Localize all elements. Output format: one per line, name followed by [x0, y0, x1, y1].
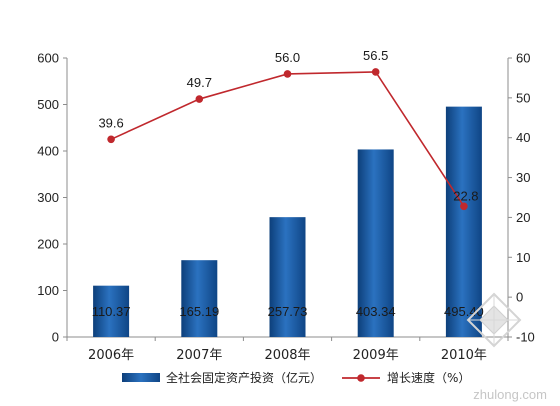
x-category-label: 2009年: [353, 348, 399, 363]
right-y-tick-label: 0: [516, 290, 523, 305]
growth-rate-point-2008: [283, 70, 292, 78]
bar-2009: [357, 149, 394, 337]
right-y-tick-label: 60: [516, 51, 530, 66]
data-labels-group: 110.37 165.19 257.73 403.34 495.4039.649.756…: [92, 48, 484, 319]
legend-bar-label: 全社会固定资产投资（亿元）: [166, 370, 322, 385]
bar-2006: [93, 285, 130, 337]
x-category-label: 2007年: [176, 348, 222, 363]
bar-value-label: 110.37: [92, 304, 131, 319]
right-y-tick-label: 40: [516, 130, 530, 145]
bar-value-label: 257.73: [268, 304, 308, 319]
growth-rate-value-label: 56.5: [363, 48, 388, 63]
watermark-logo-icon: [466, 292, 522, 348]
bar-2010: [445, 106, 482, 337]
bars-group: [93, 106, 482, 337]
left-y-tick-label: 400: [37, 144, 59, 159]
left-y-tick-label: 200: [37, 237, 59, 252]
bar-2008: [269, 217, 306, 337]
growth-rate-line: [110, 71, 465, 207]
left-y-tick-label: 100: [37, 283, 59, 298]
right-y-tick-label: 20: [516, 210, 530, 225]
right-y-tick-label: 30: [516, 170, 530, 185]
right-y-tick-label: 10: [516, 250, 530, 265]
watermark: zhulong.com: [466, 292, 547, 402]
legend-line-label: 增长速度（%）: [387, 370, 470, 385]
right-y-tick-label: 50: [516, 90, 530, 105]
x-category-label: 2006年: [88, 348, 134, 363]
growth-rate-value-label: 56.0: [275, 50, 300, 65]
left-y-tick-label: 0: [52, 330, 59, 345]
growth-rate-value-label: 49.7: [187, 75, 212, 90]
bar-value-label: 165.19: [179, 304, 219, 319]
legend-line-marker: [357, 374, 365, 382]
left-y-tick-label: 600: [37, 51, 59, 66]
watermark-text: zhulong.com: [473, 387, 547, 402]
left-y-tick-label: 300: [37, 190, 59, 205]
growth-rate-value-label: 22.8: [453, 188, 478, 203]
line-group: [107, 68, 468, 211]
legend-bar-swatch: [122, 373, 160, 382]
growth-rate-point-2010: [460, 202, 468, 211]
growth-rate-point-2009: [371, 68, 380, 76]
bar-2007: [181, 260, 218, 337]
right-y-tick-label: -10: [516, 330, 535, 345]
growth-rate-point-2006: [107, 135, 115, 144]
growth-rate-point-2007: [195, 95, 204, 103]
x-category-label: 2010年: [441, 348, 487, 363]
bar-value-label: 403.34: [356, 304, 396, 319]
legend: 全社会固定资产投资（亿元） 增长速度（%）: [122, 370, 470, 385]
x-category-label: 2008年: [264, 348, 310, 363]
left-y-tick-label: 500: [37, 97, 59, 112]
plot-axes: 0 100 200 300 400 500 600 -10 0 10 20 30 40 50 60 2006年…: [37, 51, 535, 364]
growth-rate-value-label: 39.6: [98, 115, 123, 130]
